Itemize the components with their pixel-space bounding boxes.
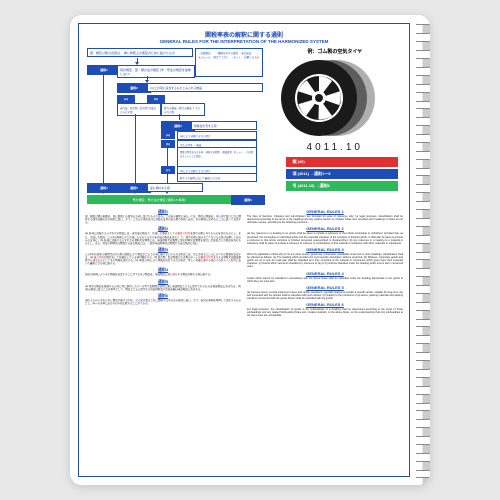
rule-heading: GENERAL RULES 4 — [247, 271, 403, 276]
rule-body: (a) 各項に記載するいずれかの物品には、未完成の物品で、完成した物品としての重… — [85, 232, 241, 245]
flow-box-3a-fail: (a)により分類できない場合 — [177, 131, 257, 140]
rule-6-box: 通則6 — [231, 195, 265, 205]
flow-box-incomplete: 未完成・混合物・結合物 完成品とみなす物 — [117, 103, 161, 116]
tire-illustration — [266, 59, 403, 138]
rules-column-jp: 通則1部、類及び節の表題は、単に参照上の便宜のために設けたものである。この表の適… — [85, 207, 241, 472]
hs-code: 4011.10 — [266, 142, 403, 153]
upper-section: 部、類及び節の表題は、 単に参照上の便宜のために設けたもの 通則1 項の規定、部… — [85, 48, 403, 203]
rule-body: (a) 特定の物品を収納するために特に製作したケース等で長期間の使用に適し当該物… — [85, 285, 241, 291]
rule-3-box: 通則3 — [161, 121, 195, 131]
flow-box-titles: 部、類及び節の表題は、 単に参照上の便宜のために設けたもの — [87, 48, 193, 57]
rule-heading: 通則2 — [85, 226, 241, 231]
rule-heading: GENERAL RULES 1 — [247, 209, 403, 214]
rule-heading: 通則6 — [85, 293, 241, 298]
rule-heading: GENERAL RULES 6 — [247, 302, 403, 307]
flow-3b: (b) — [161, 140, 175, 148]
lower-section: 通則1部、類及び節の表題は、単に参照上の便宜のために設けたものである。この表の適… — [85, 207, 403, 472]
rule-heading: GENERAL RULES 3 — [247, 247, 403, 252]
rule-body: 前記の原則によりその所属を決定することができない物品は、当該物品に最も類似する物… — [85, 273, 241, 276]
rule-body: (a) Camera cases, musical instrument cas… — [247, 291, 403, 300]
classification-tag: 号 (4011.10) →通則6 — [286, 181, 398, 191]
rule-heading: 通則1 — [85, 209, 241, 214]
flow-box-specific: 特殊性を有する項 — [191, 121, 257, 130]
flowchart: 部、類及び節の表題は、 単に参照上の便宜のために設けたもの 通則1 項の規定、部… — [85, 48, 262, 203]
classification-tag: 項 (4011) →通則1～5 — [286, 169, 398, 179]
rule-body: (a) Any reference in a heading to an art… — [247, 232, 403, 245]
flow-box-items: ・記載物品 ・機能を有する要因 ・未完成品 ・モジュール ・組立ててない ・セッ… — [195, 48, 263, 77]
flow-box-akin: 最も類似する項 — [147, 183, 203, 192]
flow-sub-b: (b) — [147, 95, 165, 103]
spiral-binding — [416, 15, 430, 485]
rule-body: 項のうちのいずれの号に物品が属するかは、号の規定及びこれに関係する号の注の規定に… — [85, 299, 241, 305]
flow-3c: (c) — [161, 166, 175, 174]
rule-body: The titles of Sections, Chapters and sub… — [247, 215, 403, 224]
rule-1-box: 通則1 — [87, 65, 121, 75]
title-en: GENERAL RULES FOR THE INTERPRETATION OF … — [85, 39, 403, 44]
document-page: 関税率表の解釈に関する通則 GENERAL RULES FOR THE INTE… — [78, 23, 410, 477]
rule-heading: GENERAL RULES 2 — [247, 226, 403, 231]
notebook: 関税率表の解釈に関する通則 GENERAL RULES FOR THE INTE… — [70, 15, 430, 485]
rule-body: For legal purposes, the classification o… — [247, 308, 403, 317]
rule-heading: GENERAL RULES 5 — [247, 285, 403, 290]
rule-heading: 通則3 — [85, 247, 241, 252]
flow-box-mixture: 異なる構成・異なる構成 １つのみなす物 — [161, 103, 205, 116]
flow-box-subheading: 号の規定、号の注の規定 (通則1-5 準用) — [87, 195, 231, 204]
rule-heading: 通則5 — [85, 279, 241, 284]
flow-box-multi: 2以上の項に該当するものとみられる物品 — [147, 83, 263, 92]
flow-box-detail: 重要な特性を与える項 ・材料又は物質 ・構成要素（セット） ・小売用のセットにし… — [177, 147, 257, 168]
rule-heading: 通則4 — [85, 267, 241, 272]
classification-tag: 類 (40) — [286, 157, 398, 167]
flow-sub-a: (a) — [117, 95, 135, 103]
flow-box-headings: 項の規定、部・類の注の規定 (号・号注の規定を加味しない) — [117, 65, 195, 78]
example-label: 例：ゴム製の空気タイヤ — [266, 48, 403, 55]
rule-body: Goods which cannot be classified in acco… — [247, 277, 403, 283]
flow-3a: (a) — [161, 131, 175, 139]
rule-body: When by application of Rule 2(b) or for … — [247, 253, 403, 269]
title-jp: 関税率表の解釈に関する通則 — [85, 30, 403, 39]
classification-tags: 類 (40) 項 (4011) →通則1～5 号 (4011.10) →通則6 — [286, 157, 403, 191]
example-panel: 例：ゴム製の空気タイヤ — [266, 48, 403, 203]
flow-box-last: 数字上の配列において最後となる項 — [177, 173, 257, 182]
rules-column-en: GENERAL RULES 1The titles of Sections, C… — [247, 207, 403, 472]
rule-body: 部、類及び節の表題は、単に参照上の便宜のために設けたものである。この表の適用に当… — [85, 215, 241, 224]
rule-body: この2(b)の規定の適用又はその他の理由により物品が二以上の項に属するとみられる… — [85, 253, 241, 266]
rule-2-box: 通則2 — [117, 83, 151, 93]
